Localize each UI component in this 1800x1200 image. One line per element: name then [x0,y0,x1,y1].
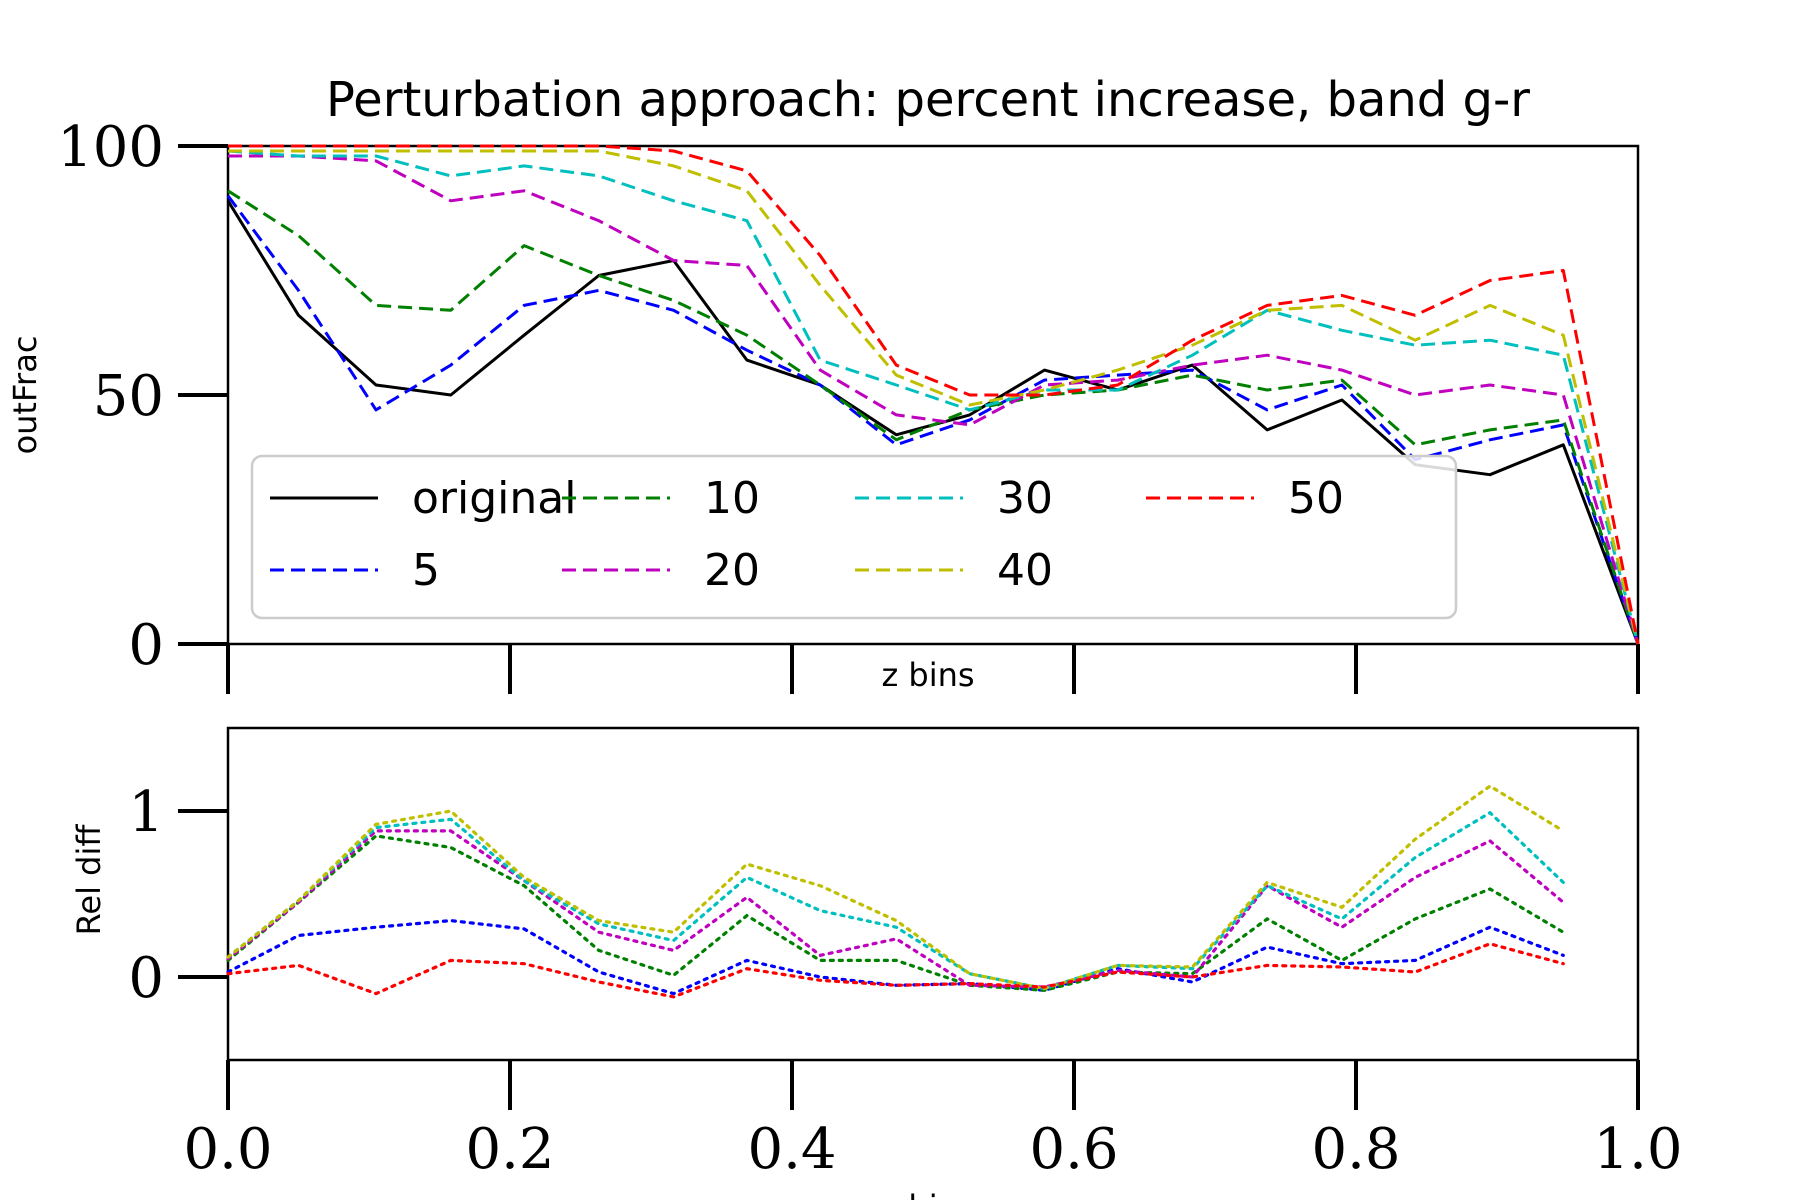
legend-label: 30 [997,473,1053,524]
top-y-axis-label: outFrac [6,336,44,455]
series-line-10 [227,189,1640,645]
rel-diff-line-5 [226,942,1565,999]
legend-label: 10 [704,473,760,524]
series-line-40 [228,149,1640,645]
top-y-tick-label: 100 [57,115,164,180]
chart-title: Perturbation approach: percent increase,… [326,72,1530,128]
top-panel: 0 50 100 original 5 10 20 30 40 50 [57,115,1640,694]
top-y-tick-label: 50 [93,364,164,429]
legend-label: 5 [412,545,440,596]
bottom-x-tick-label: 1.0 [1593,1117,1682,1182]
series-line-5 [226,194,1640,645]
top-x-axis-label: z bins [881,656,974,694]
series-line-20 [228,154,1640,645]
bottom-plot-frame [226,726,1640,1062]
bottom-y-tick-label: 0 [128,946,164,1011]
series-line-50 [228,144,1640,645]
top-y-tick-label: 0 [128,613,164,678]
legend-label: 50 [1288,473,1344,524]
rel-diff-line-0 [226,918,1565,996]
bottom-x-tick-label: 0.4 [747,1117,836,1182]
rel-diff-line-2 [226,829,1565,989]
rel-diff-line-3 [226,810,1565,991]
bottom-x-tick-label: 0.8 [1311,1117,1400,1182]
bottom-y-tick-label: 1 [128,780,164,845]
bottom-x-axis-label: z bins [881,1188,974,1200]
bottom-panel: 0 1 0.0 0.2 0.4 0.6 0.8 1.0 [128,726,1683,1182]
legend-label: 40 [997,545,1053,596]
bottom-x-tick-label: 0.6 [1029,1117,1118,1182]
rel-diff-line-1 [226,834,1565,992]
bottom-y-axis-label: Rel diff [70,824,108,936]
series-line-30 [227,149,1640,645]
rel-diff-line-4 [226,784,1565,991]
legend-label: 20 [704,545,760,596]
bottom-x-tick-label: 0.0 [183,1117,272,1182]
legend-label: original [412,473,576,524]
bottom-x-tick-label: 0.2 [465,1117,554,1182]
